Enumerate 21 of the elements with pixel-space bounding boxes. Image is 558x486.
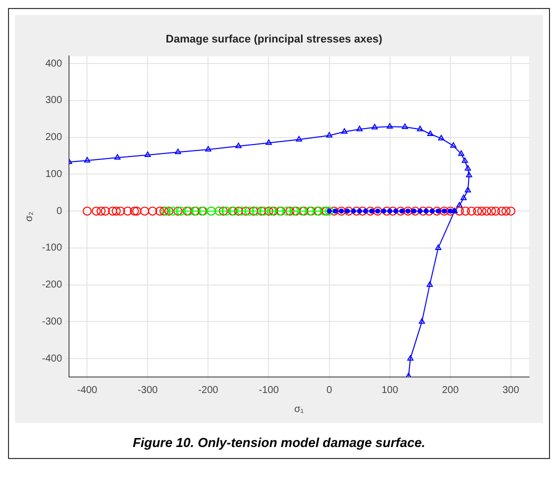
x-tick-label: -300 <box>138 384 158 396</box>
x-axis-title: σ₁ <box>294 404 304 415</box>
caption: Figure 10. Only-tension model damage surface. <box>132 434 426 452</box>
x-tick-label: 200 <box>442 384 460 396</box>
y-tick-label: -400 <box>42 353 62 364</box>
y-tick-label: 300 <box>45 95 62 106</box>
y-tick-label: 0 <box>56 206 62 217</box>
x-tick-label: 300 <box>502 384 520 396</box>
y-tick-label: 100 <box>45 168 62 180</box>
y-tick-label: -100 <box>42 242 62 254</box>
y-tick-label: 400 <box>45 58 62 70</box>
y-tick-label: -200 <box>42 280 62 291</box>
x-tick-label: 0 <box>326 384 332 396</box>
x-tick-label: -200 <box>198 384 219 396</box>
y-tick-label: -300 <box>42 316 62 328</box>
x-tick-label: -400 <box>77 384 98 396</box>
y-tick-label: 200 <box>45 132 62 144</box>
chart-title: Damage surface (principal stresses axes) <box>166 34 383 46</box>
y-axis-title: σ₂ <box>24 211 35 222</box>
x-tick-label: -100 <box>258 384 280 396</box>
x-tick-label: 100 <box>381 384 399 396</box>
